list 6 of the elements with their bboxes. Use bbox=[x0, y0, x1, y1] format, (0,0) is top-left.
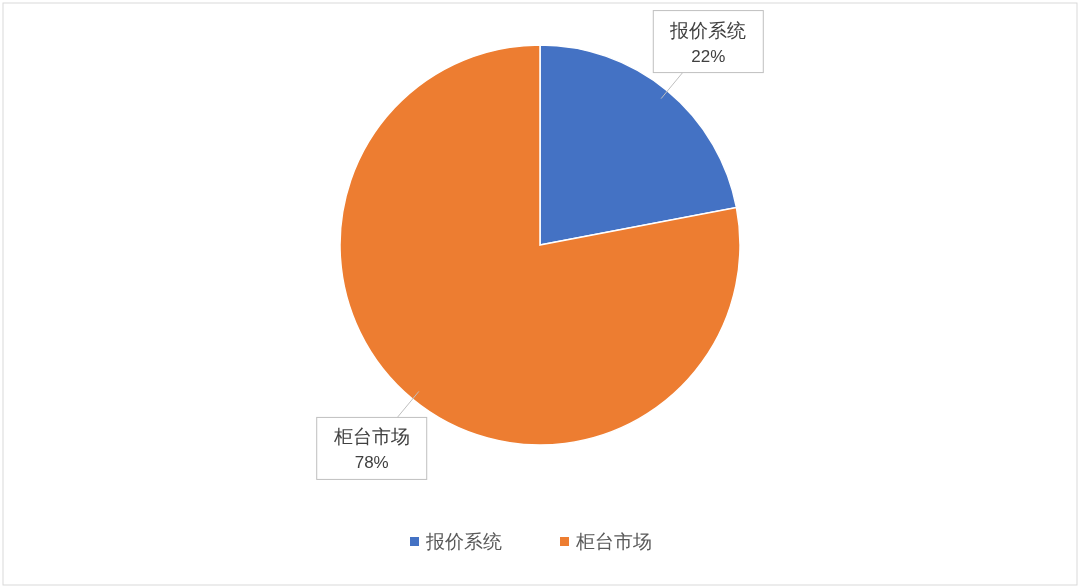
slice-label: 报价系统 bbox=[669, 19, 747, 41]
legend-label: 柜台市场 bbox=[575, 531, 652, 552]
legend-label: 报价系统 bbox=[425, 531, 502, 552]
data-label: 78% bbox=[354, 453, 389, 473]
slice-label: 柜台市场 bbox=[332, 426, 410, 448]
data-label: 22% bbox=[691, 46, 726, 66]
